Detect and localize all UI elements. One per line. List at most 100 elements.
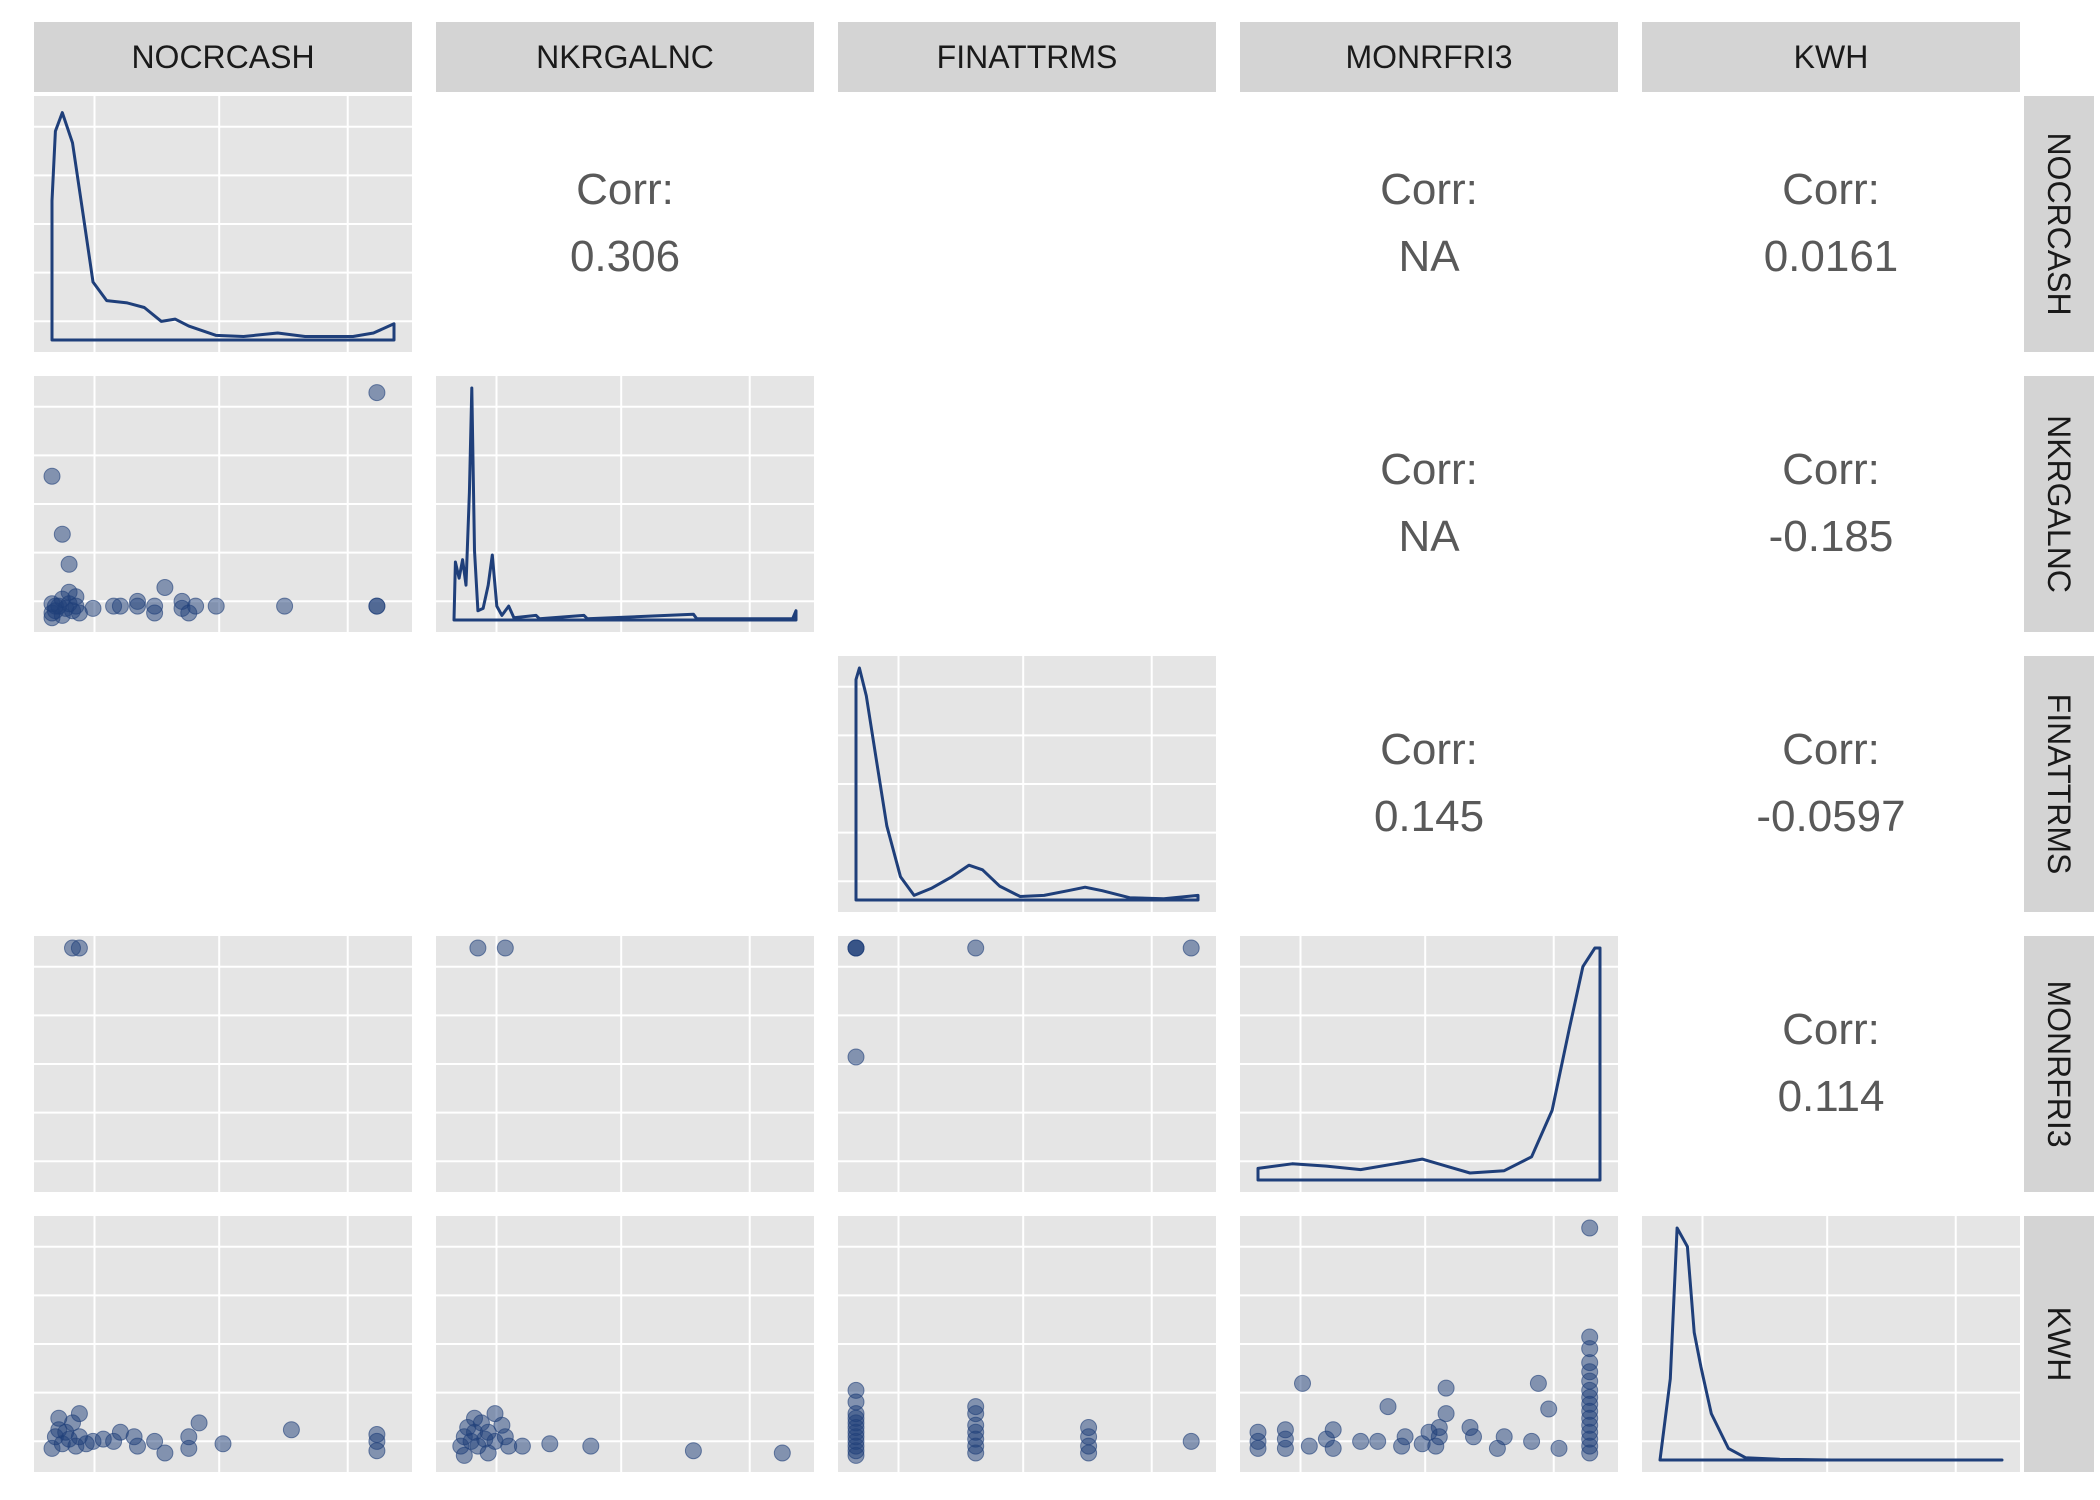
scatter-monrfri3-vs-kwh-point-30 xyxy=(1550,1439,1568,1457)
scatter-nkrgalnc-vs-kwh-point-20 xyxy=(684,1442,702,1460)
scatter-nocrcash-vs-nkrgalnc-point-33 xyxy=(60,555,78,573)
corr-nocrcash-kwh-label: Corr: xyxy=(1782,165,1880,214)
scatter-nocrcash-vs-kwh-point-19 xyxy=(180,1439,198,1457)
scatter-monrfri3-vs-kwh-point-29 xyxy=(1540,1400,1558,1418)
scatter-monrfri3-vs-kwh-point-9 xyxy=(1324,1421,1342,1439)
scatter-nocrcash-vs-nkrgalnc-point-19 xyxy=(129,597,146,615)
strip-top-label-nocrcash: NOCRCASH xyxy=(131,39,314,75)
scatter-monrfri3-vs-kwh-point-45 xyxy=(1581,1328,1599,1346)
scatter-nkrgalnc-vs-kwh-point-21 xyxy=(773,1444,791,1462)
scatter-finattrms-vs-monrfri3-point-5 xyxy=(1182,939,1200,957)
scatter-monrfri3-vs-kwh-point-13 xyxy=(1379,1398,1397,1416)
scatter-finattrms-vs-kwh-point-22 xyxy=(1080,1419,1098,1436)
corr-monrfri3-kwh-label: Corr: xyxy=(1782,1005,1880,1054)
scatter-nocrcash-vs-nkrgalnc-point-32 xyxy=(53,525,71,543)
scatter-nocrcash-vs-kwh-point-16 xyxy=(146,1432,164,1450)
scatter-nocrcash-vs-monrfri3-point-1 xyxy=(70,939,88,957)
scatter-nocrcash-vs-nkrgalnc-point-31 xyxy=(43,467,61,485)
corr-nocrcash-monrfri3-label: Corr: xyxy=(1380,165,1478,214)
corr-nkrgalnc-monrfri3-value: NA xyxy=(1398,512,1460,561)
corr-finattrms-kwh-label: Corr: xyxy=(1782,725,1880,774)
scatter-nocrcash-vs-nkrgalnc-point-30 xyxy=(368,597,386,615)
scatter-nkrgalnc-vs-kwh-point-14 xyxy=(466,1409,483,1427)
strip-right-label-kwh: KWH xyxy=(2041,1307,2077,1382)
strip-top-nocrcash xyxy=(34,22,412,92)
scatter-nkrgalnc-vs-kwh-point-18 xyxy=(541,1435,559,1453)
scatter-monrfri3-vs-kwh-point-22 xyxy=(1437,1379,1455,1397)
density-nkrgalnc-curve xyxy=(452,386,798,622)
strip-right-finattrms xyxy=(2024,656,2094,912)
strip-top-kwh xyxy=(1642,22,2020,92)
scatter-monrfri3-vs-kwh-point-21 xyxy=(1437,1405,1455,1423)
scatter-nocrcash-vs-nkrgalnc-point-15 xyxy=(84,599,102,617)
density-finattrms-curve xyxy=(854,666,1200,902)
corr-nkrgalnc-kwh-value: -0.185 xyxy=(1769,512,1894,561)
strip-top-label-finattrms: FINATTRMS xyxy=(937,39,1118,75)
strip-top-label-nkrgalnc: NKRGALNC xyxy=(536,39,714,75)
strip-top-monrfri3 xyxy=(1240,22,1618,92)
scatter-nkrgalnc-vs-kwh-point-17 xyxy=(513,1437,531,1455)
scatter-monrfri3-vs-kwh-point-12 xyxy=(1369,1432,1387,1450)
scatter-nocrcash-vs-kwh-point-27 xyxy=(70,1405,88,1423)
scatter-finattrms-vs-monrfri3-point-2 xyxy=(847,939,865,957)
scatter-nocrcash-vs-kwh-point-22 xyxy=(282,1421,300,1439)
scatter-finattrms-vs-kwh-point-11 xyxy=(847,1381,865,1399)
scatter-nocrcash-vs-kwh-point-20 xyxy=(190,1414,208,1432)
strip-right-label-nocrcash: NOCRCASH xyxy=(2041,132,2077,315)
scatter-nocrcash-vs-kwh-point-21 xyxy=(214,1435,232,1453)
corr-finattrms-monrfri3-value: 0.145 xyxy=(1374,792,1484,841)
scatter-nocrcash-vs-nkrgalnc-point-28 xyxy=(276,597,294,615)
density-kwh-curve xyxy=(1658,1226,2004,1462)
scatter-monrfri3-vs-kwh-point-28 xyxy=(1529,1374,1547,1392)
density-monrfri3-curve xyxy=(1256,946,1602,1182)
scatter-finattrms-vs-monrfri3-point-4 xyxy=(967,939,985,957)
scatter-nocrcash-vs-nkrgalnc-point-22 xyxy=(156,579,174,596)
scatter-monrfri3-vs-kwh-point-27 xyxy=(1523,1432,1541,1450)
density-nocrcash-curve xyxy=(50,111,396,342)
strip-top-label-kwh: KWH xyxy=(1794,39,1869,75)
scatter-finattrms-vs-kwh-point-18 xyxy=(967,1398,985,1416)
strip-right-label-nkrgalnc: NKRGALNC xyxy=(2041,415,2077,593)
scatter-finattrms-vs-monrfri3-point-3 xyxy=(847,1048,865,1066)
scatter-monrfri3-vs-kwh-point-46 xyxy=(1581,1219,1599,1237)
scatter-nkrgalnc-vs-monrfri3-point-1 xyxy=(496,939,514,957)
scatter-monrfri3-vs-kwh-point-11 xyxy=(1352,1432,1370,1450)
scatter-monrfri3-vs-kwh-point-2 xyxy=(1249,1423,1267,1441)
corr-nkrgalnc-kwh-label: Corr: xyxy=(1782,445,1880,494)
scatter-nocrcash-vs-nkrgalnc-point-27 xyxy=(207,597,225,615)
scatter-nkrgalnc-vs-kwh-point-19 xyxy=(582,1437,600,1455)
scatter-finattrms-vs-kwh-point-23 xyxy=(1182,1432,1200,1450)
scatter-nkrgalnc-vs-kwh-point-13 xyxy=(486,1405,504,1423)
strip-top-label-monrfri3: MONRFRI3 xyxy=(1345,39,1512,75)
corr-nocrcash-monrfri3-value: NA xyxy=(1398,232,1460,281)
scatter-nocrcash-vs-nkrgalnc-point-14 xyxy=(67,588,85,606)
strip-top-nkrgalnc xyxy=(436,22,814,92)
scatter-nocrcash-vs-kwh-point-25 xyxy=(368,1442,386,1460)
corr-finattrms-kwh-value: -0.0597 xyxy=(1756,792,1905,841)
strip-right-monrfri3 xyxy=(2024,936,2094,1192)
corr-nocrcash-kwh-value: 0.0161 xyxy=(1764,232,1899,281)
scatter-nocrcash-vs-kwh-point-15 xyxy=(129,1437,146,1455)
scatter-monrfri3-vs-kwh-point-15 xyxy=(1396,1428,1414,1446)
corr-finattrms-monrfri3-label: Corr: xyxy=(1380,725,1478,774)
scatter-monrfri3-vs-kwh-point-10 xyxy=(1324,1439,1342,1457)
scatter-monrfri3-vs-kwh-point-7 xyxy=(1300,1437,1318,1455)
corr-nocrcash-nkrgalnc-label: Corr: xyxy=(576,165,674,214)
strip-right-label-finattrms: FINATTRMS xyxy=(2041,694,2077,875)
scatter-monrfri3-vs-kwh-point-5 xyxy=(1276,1421,1294,1439)
corr-nkrgalnc-monrfri3-label: Corr: xyxy=(1380,445,1478,494)
scatter-nkrgalnc-vs-kwh-point-15 xyxy=(479,1444,497,1462)
scatter-nocrcash-vs-nkrgalnc-point-17 xyxy=(111,597,129,615)
corr-nocrcash-nkrgalnc-value: 0.306 xyxy=(570,232,680,281)
scatter-nocrcash-vs-nkrgalnc-point-34 xyxy=(368,384,386,402)
scatter-monrfri3-vs-kwh-point-26 xyxy=(1495,1428,1513,1446)
scatter-nkrgalnc-vs-kwh-point-16 xyxy=(455,1446,473,1464)
strip-right-nkrgalnc xyxy=(2024,376,2094,632)
scatter-nocrcash-vs-nkrgalnc-point-21 xyxy=(146,604,164,622)
scatter-nkrgalnc-vs-monrfri3-point-0 xyxy=(469,939,487,957)
scatter-nocrcash-vs-nkrgalnc-point-26 xyxy=(187,597,205,615)
strip-right-kwh xyxy=(2024,1216,2094,1472)
scatter-monrfri3-vs-kwh-point-6 xyxy=(1294,1374,1311,1392)
scatter-monrfri3-vs-kwh-point-20 xyxy=(1430,1419,1448,1436)
